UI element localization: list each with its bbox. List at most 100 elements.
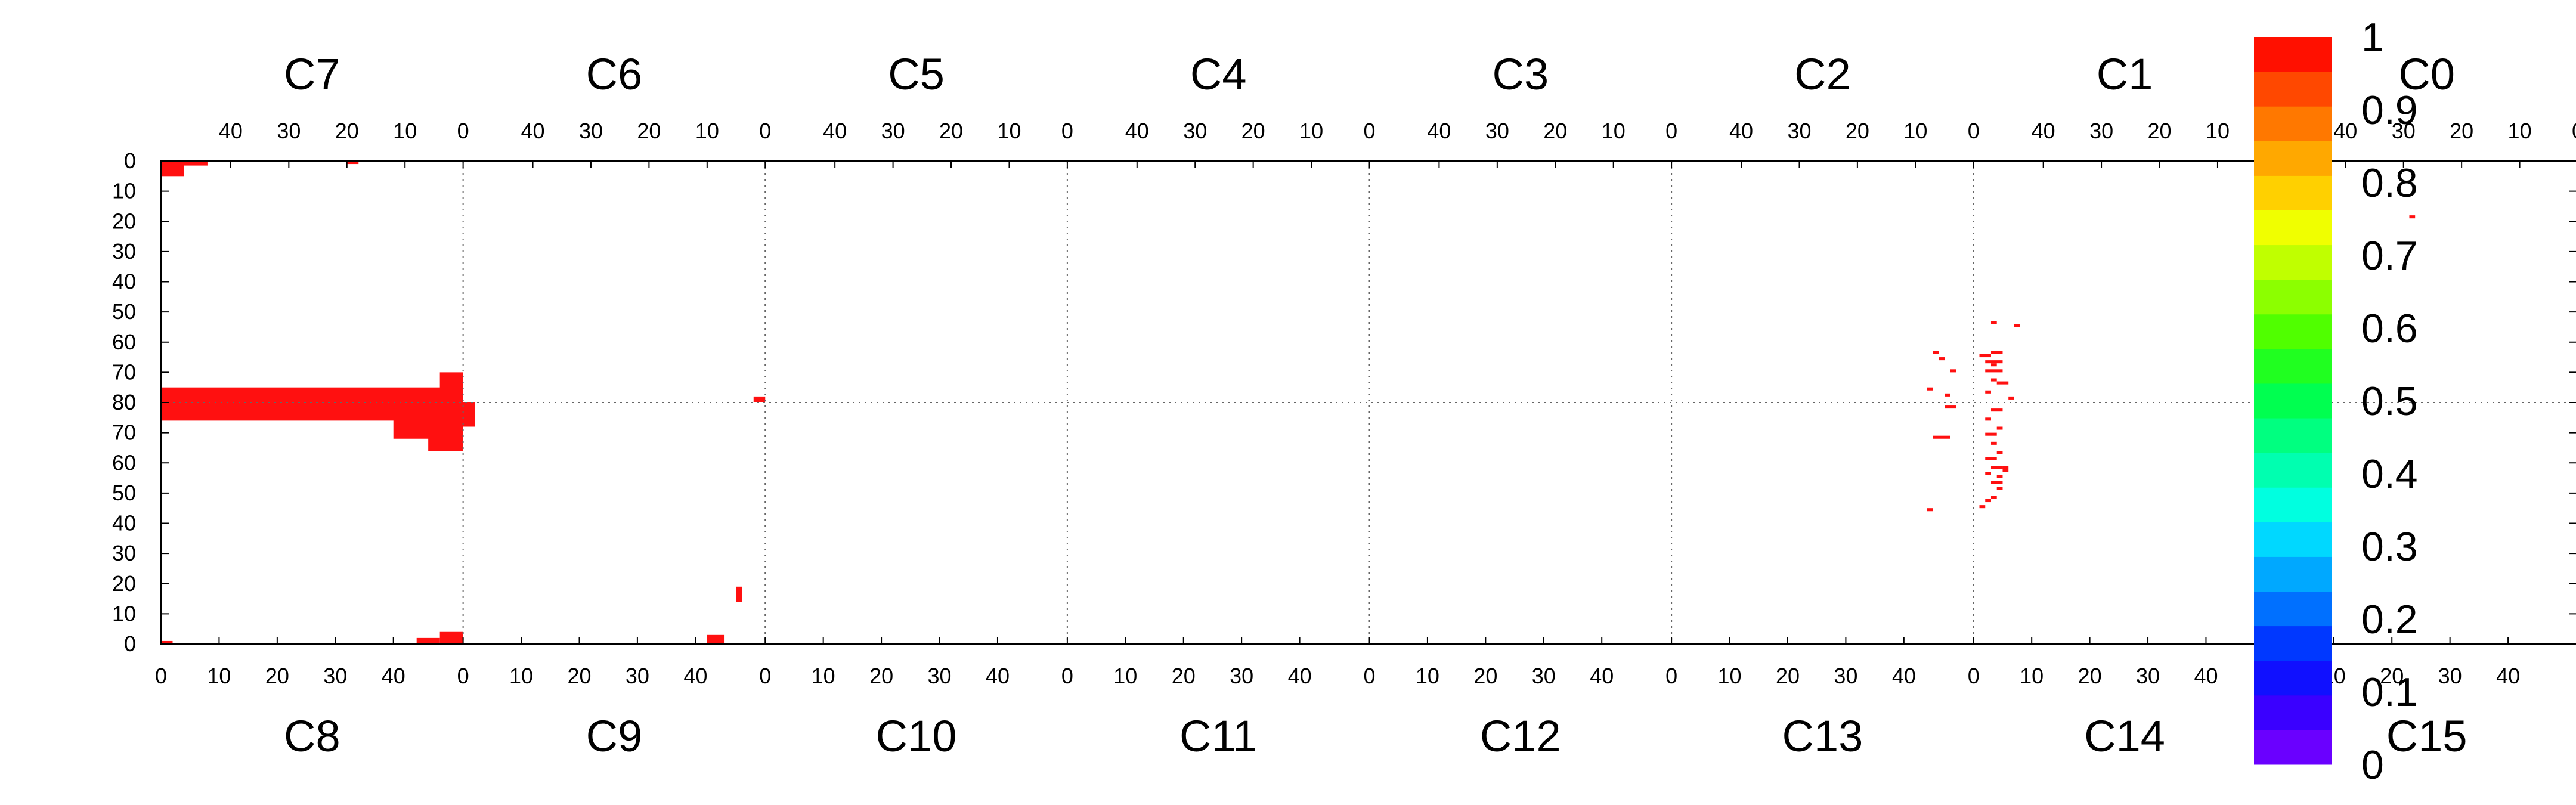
hit-cell [439, 631, 463, 644]
hit-cell [1990, 408, 2003, 412]
colorbar-band [2254, 729, 2332, 765]
column-tick-label: 30 [2438, 664, 2462, 688]
hit-cell [1985, 390, 1991, 394]
colorbar-band [2254, 626, 2332, 661]
colorbar-tick-label: 0.2 [2361, 597, 2418, 642]
colorbar-tick-label: 0.6 [2361, 306, 2418, 351]
column-tick-label: 20 [567, 664, 591, 688]
row-tick-label: 40 [112, 270, 136, 294]
column-tick-label: 0 [1363, 119, 1375, 143]
column-tick-label: 40 [1427, 119, 1451, 143]
row-tick-label: 40 [112, 511, 136, 535]
row-tick-label: 10 [112, 179, 136, 203]
chip-label-c10: C10 [876, 711, 957, 761]
column-tick-label: 10 [1416, 664, 1439, 688]
column-tick-label: 0 [759, 119, 771, 143]
column-tick-label: 20 [265, 664, 289, 688]
colorbar-band [2254, 418, 2332, 453]
colorbar-band [2254, 453, 2332, 488]
hit-cell [1979, 505, 1986, 509]
chip-label-c15: C15 [2386, 711, 2467, 761]
column-tick-label: 10 [393, 119, 417, 143]
colorbar-band [2254, 695, 2332, 730]
hit-cell [707, 634, 725, 644]
column-tick-label: 0 [1968, 119, 1980, 143]
column-tick-label: 0 [457, 119, 469, 143]
hit-cell [1990, 441, 1997, 445]
column-tick-label: 0 [457, 664, 469, 688]
column-tick-label: 20 [869, 664, 893, 688]
colorbar-tick-label: 0.4 [2361, 451, 2418, 497]
column-tick-labels: 40 30 20 10 0 0 10 20 30 40 40 30 20 10 0 0 10 20 30 40 40 30… [155, 119, 2576, 688]
column-tick-label: 20 [939, 119, 963, 143]
column-tick-label: 30 [2136, 664, 2160, 688]
colorbar-band [2254, 175, 2332, 210]
column-tick-label: 10 [1602, 119, 1626, 143]
column-tick-label: 30 [579, 119, 603, 143]
column-tick-label: 40 [683, 664, 707, 688]
column-tick-label: 30 [1834, 664, 1857, 688]
colorbar-band [2254, 348, 2332, 384]
hit-cell [1985, 432, 1997, 436]
hit-cell [1996, 487, 2003, 490]
column-tick-label: 0 [1363, 664, 1375, 688]
column-tick-label: 30 [928, 664, 952, 688]
column-tick-label: 10 [1903, 119, 1927, 143]
column-tick-label: 0 [2572, 119, 2576, 143]
column-tick-label: 40 [2032, 119, 2055, 143]
column-tick-label: 40 [521, 119, 545, 143]
row-tick-label: 70 [112, 420, 136, 445]
hit-cell [161, 387, 463, 402]
row-tick-label: 70 [112, 360, 136, 384]
chip-label-c9: C9 [586, 711, 643, 761]
colorbar-band [2254, 660, 2332, 696]
column-tick-label: 40 [1288, 664, 1312, 688]
hit-cell [1990, 466, 2003, 469]
chip-label-c1: C1 [2097, 49, 2153, 99]
chip-label-c4: C4 [1190, 49, 1247, 99]
hit-cell [1990, 321, 1997, 324]
row-tick-label: 80 [112, 390, 136, 414]
hit-cell [1985, 360, 2003, 364]
column-tick-label: 0 [1061, 664, 1073, 688]
row-tick-label: 10 [112, 601, 136, 626]
row-tick-label: 20 [112, 209, 136, 233]
hit-cell [1979, 354, 1991, 358]
hit-cell [2008, 396, 2014, 400]
hit-cell [428, 402, 463, 451]
column-tick-label: 30 [1183, 119, 1207, 143]
column-tick-label: 10 [2508, 119, 2532, 143]
colorbar-tick-label: 0.9 [2361, 88, 2418, 133]
hit-cell [346, 161, 359, 165]
colorbar-tick-label: 0 [2361, 742, 2384, 788]
column-tick-label: 30 [1485, 119, 1509, 143]
column-tick-label: 20 [1241, 119, 1265, 143]
row-tick-label: 60 [112, 330, 136, 354]
column-tick-label: 30 [323, 664, 347, 688]
column-tick-label: 40 [986, 664, 1010, 688]
chip-label-c11: C11 [1179, 711, 1257, 761]
column-tick-label: 0 [1968, 664, 1980, 688]
column-tick-label: 30 [881, 119, 905, 143]
hit-cell [161, 640, 173, 644]
chip-label-c0: C0 [2398, 49, 2455, 99]
colorbar-band [2254, 522, 2332, 557]
hit-cell [416, 637, 440, 644]
row-tick-label: 0 [124, 148, 136, 173]
axis-tick-marks [160, 160, 2576, 645]
column-tick-label: 0 [1061, 119, 1073, 143]
column-tick-label: 10 [2020, 664, 2044, 688]
hit-cell [1933, 435, 1950, 439]
column-tick-label: 10 [2206, 119, 2230, 143]
column-tick-label: 30 [1230, 664, 1253, 688]
column-tick-label: 10 [207, 664, 231, 688]
colorbar-band [2254, 279, 2332, 315]
column-tick-label: 40 [1729, 119, 1753, 143]
hit-cell [1985, 472, 1991, 475]
column-tick-label: 40 [2496, 664, 2520, 688]
colorbar-band [2254, 106, 2332, 141]
chip-label-c14: C14 [2084, 711, 2165, 761]
column-tick-label: 20 [1543, 119, 1567, 143]
row-tick-label: 50 [112, 481, 136, 505]
